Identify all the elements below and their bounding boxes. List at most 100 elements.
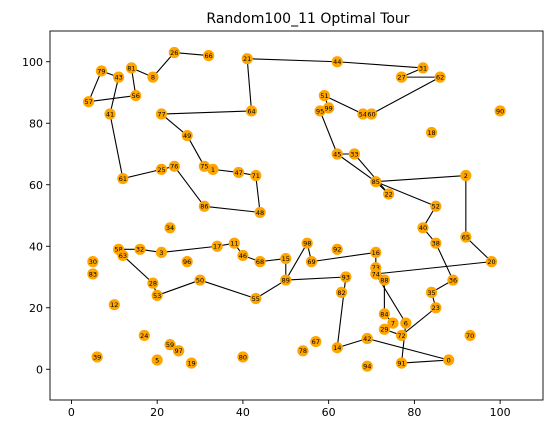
city-node: 77 bbox=[155, 108, 168, 120]
city-label: 8 bbox=[151, 74, 155, 82]
city-label: 66 bbox=[204, 52, 212, 60]
city-label: 53 bbox=[153, 292, 161, 300]
city-node: 51 bbox=[318, 89, 330, 102]
city-point bbox=[460, 169, 472, 182]
city-node: 3 bbox=[155, 246, 168, 258]
city-label: 28 bbox=[149, 280, 157, 288]
city-label: 82 bbox=[337, 289, 345, 297]
city-point bbox=[104, 108, 116, 120]
tour-edge bbox=[204, 205, 261, 213]
tour-edge bbox=[174, 51, 209, 57]
city-node: 78 bbox=[297, 345, 309, 357]
city-point bbox=[430, 237, 442, 249]
city-point bbox=[134, 243, 146, 255]
city-point bbox=[378, 274, 390, 286]
city-label: 25 bbox=[157, 166, 165, 174]
tour-edge bbox=[401, 359, 449, 364]
tour-edge bbox=[367, 337, 449, 361]
city-point bbox=[108, 299, 120, 311]
tour-edge bbox=[336, 153, 377, 183]
tour-edge bbox=[255, 279, 287, 299]
city-point bbox=[318, 89, 330, 102]
city-point bbox=[198, 200, 210, 212]
city-node: 79 bbox=[95, 65, 108, 77]
tour-edge bbox=[285, 276, 346, 281]
city-node: 8 bbox=[147, 71, 159, 83]
city-label: 59 bbox=[166, 341, 174, 349]
city-node: 86 bbox=[198, 200, 210, 212]
city-point bbox=[181, 129, 193, 142]
city-point bbox=[91, 351, 103, 363]
city-label: 31 bbox=[419, 64, 427, 72]
city-point bbox=[297, 345, 309, 357]
city-node: 97 bbox=[173, 345, 185, 357]
city-label: 97 bbox=[174, 347, 182, 355]
city-node: 47 bbox=[233, 166, 245, 179]
city-node: 67 bbox=[310, 335, 322, 348]
tour-edge bbox=[246, 58, 253, 111]
city-node: 90 bbox=[494, 105, 506, 117]
city-node: 71 bbox=[250, 169, 262, 182]
city-label: 1 bbox=[211, 166, 215, 174]
city-point bbox=[370, 268, 382, 280]
city-node: 2 bbox=[460, 169, 472, 182]
plot-frame bbox=[49, 30, 544, 401]
city-point bbox=[151, 354, 163, 366]
city-node: 41 bbox=[104, 108, 116, 120]
city-node: 1 bbox=[207, 163, 219, 175]
city-node: 69 bbox=[305, 256, 318, 268]
city-point bbox=[155, 163, 168, 175]
y-tick-label: 60 bbox=[29, 179, 43, 192]
city-node: 62 bbox=[434, 71, 446, 83]
city-label: 45 bbox=[333, 150, 341, 158]
city-label: 94 bbox=[363, 363, 371, 371]
city-point bbox=[425, 286, 438, 298]
city-node: 91 bbox=[395, 357, 408, 369]
city-node: 23 bbox=[430, 302, 442, 314]
city-point bbox=[164, 222, 176, 234]
city-point bbox=[207, 163, 219, 175]
tour-edge bbox=[465, 236, 492, 263]
city-point bbox=[254, 206, 266, 219]
city-point bbox=[147, 71, 159, 83]
city-node: 59 bbox=[164, 339, 176, 351]
city-point bbox=[305, 256, 318, 268]
city-point bbox=[331, 56, 343, 68]
chart-title: Random100_11 Optimal Tour bbox=[206, 11, 409, 27]
city-node: 76 bbox=[168, 160, 180, 172]
city-node: 84 bbox=[378, 308, 390, 320]
city-point bbox=[185, 357, 198, 369]
city-point bbox=[395, 357, 408, 369]
city-point bbox=[147, 277, 159, 289]
city-point bbox=[378, 323, 390, 335]
tour-edge bbox=[173, 165, 205, 207]
city-label: 67 bbox=[312, 338, 320, 346]
city-label: 19 bbox=[187, 360, 195, 368]
x-tick-label: 80 bbox=[407, 406, 421, 419]
city-label: 72 bbox=[397, 332, 405, 340]
city-label: 35 bbox=[427, 289, 435, 297]
city-label: 61 bbox=[119, 175, 127, 183]
city-node: 33 bbox=[348, 148, 360, 160]
city-label: 51 bbox=[320, 92, 328, 100]
y-tick-label: 40 bbox=[29, 240, 43, 253]
city-point bbox=[87, 256, 99, 268]
city-point bbox=[430, 200, 442, 212]
city-node: 85 bbox=[370, 176, 382, 188]
city-node: 12 bbox=[108, 299, 120, 311]
city-label: 30 bbox=[89, 258, 97, 266]
tour-edge bbox=[353, 153, 390, 195]
city-point bbox=[164, 339, 176, 351]
city-label: 0 bbox=[447, 356, 451, 364]
city-label: 22 bbox=[385, 190, 393, 198]
city-label: 50 bbox=[196, 276, 204, 284]
city-label: 17 bbox=[213, 243, 221, 251]
city-node: 63 bbox=[117, 249, 129, 262]
x-tick-label: 100 bbox=[490, 406, 511, 419]
x-tick-label: 40 bbox=[236, 406, 250, 419]
city-label: 95 bbox=[316, 107, 324, 115]
city-node: 99 bbox=[323, 102, 335, 114]
city-point bbox=[168, 46, 180, 59]
tour-edge bbox=[156, 279, 201, 296]
tour-edge bbox=[400, 323, 407, 364]
